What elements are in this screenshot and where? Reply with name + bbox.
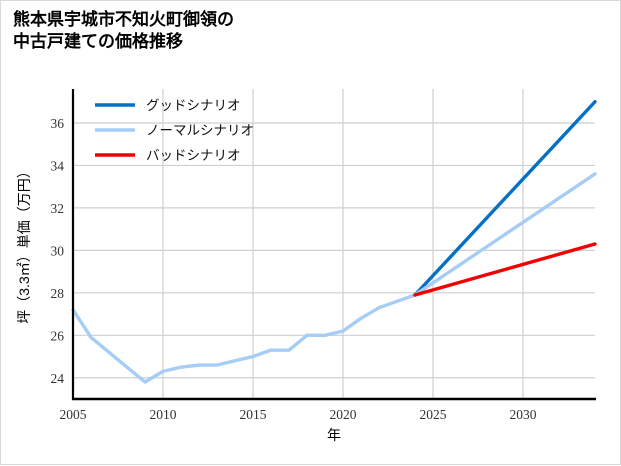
- legend-label-good: グッドシナリオ: [146, 98, 241, 113]
- x-tick-label: 2010: [150, 407, 177, 422]
- x-axis-title: 年: [327, 427, 341, 443]
- y-tick-label: 36: [51, 116, 65, 131]
- tick-labels: 24 26 28 30 32 34 36 2005 2010 2015 2020 2025 2030: [51, 116, 537, 422]
- series-line-bad: [413, 242, 597, 297]
- series-line-history: [71, 293, 417, 384]
- y-tick-label: 26: [51, 328, 65, 343]
- series-line-good: [413, 100, 597, 297]
- axis-titles: 年 坪（3.3㎡）単価（万円）: [16, 164, 341, 443]
- axis-spines: [71, 89, 596, 401]
- y-tick-label: 24: [51, 371, 65, 386]
- y-tick-label: 28: [51, 286, 65, 301]
- x-tick-label: 2020: [330, 407, 357, 422]
- x-tick-label: 2025: [420, 407, 447, 422]
- x-tick-label: 2005: [60, 407, 87, 422]
- y-tick-label: 32: [51, 201, 65, 216]
- y-axis-title: 坪（3.3㎡）単価（万円）: [16, 164, 32, 323]
- series-line-normal: [413, 172, 597, 297]
- page-title: 熊本県宇城市不知火町御領の 中古戸建ての価格推移: [13, 10, 234, 52]
- y-tick-label: 34: [51, 158, 65, 173]
- y-tick-label: 30: [51, 243, 65, 258]
- legend-label-normal: ノーマルシナリオ: [146, 123, 254, 138]
- x-tick-label: 2030: [510, 407, 537, 422]
- x-tick-label: 2015: [240, 407, 267, 422]
- legend-label-bad: バッドシナリオ: [146, 148, 241, 163]
- series-lines: [71, 100, 597, 384]
